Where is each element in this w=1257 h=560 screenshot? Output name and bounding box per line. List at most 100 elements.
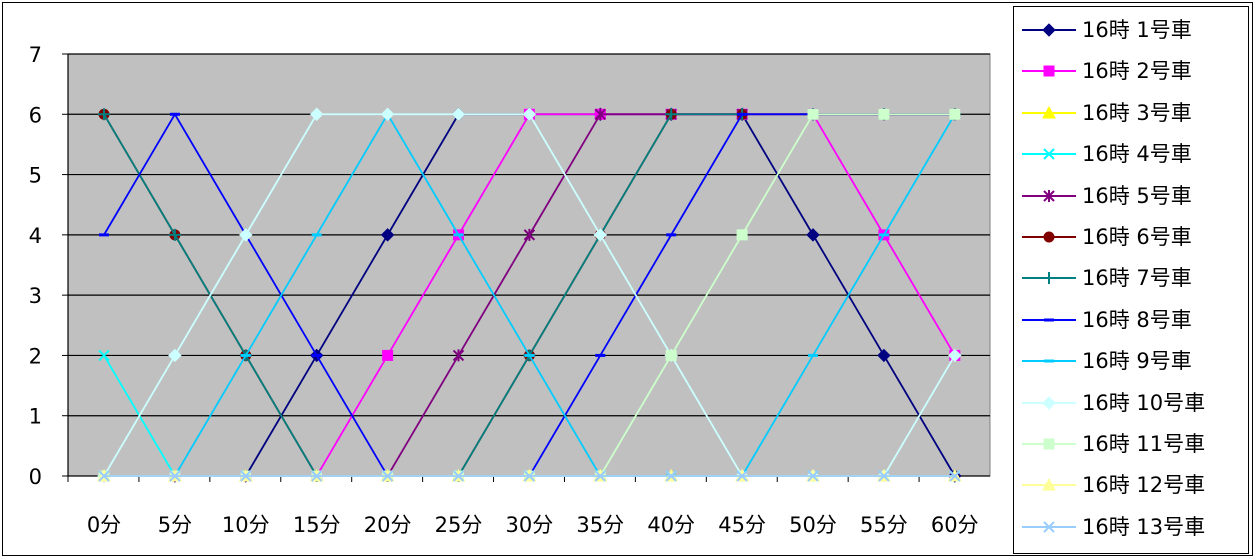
legend-item: 16時 4号車 (1014, 135, 1248, 173)
y-tick-label: 7 (29, 43, 42, 67)
data-point (949, 108, 961, 120)
x-tick-label: 15分 (293, 513, 341, 537)
data-point (806, 228, 820, 242)
legend: 16時 1号車 16時 2号車 16時 3号車 16時 4号車 16時 5号車 16時 6… (1013, 6, 1249, 554)
data-point (169, 470, 181, 482)
data-point (452, 470, 465, 482)
legend-label: 16時 5号車 (1082, 183, 1192, 208)
data-point (807, 470, 819, 482)
x-tick-label: 5分 (158, 513, 192, 537)
legend-item: 16時 8号車 (1014, 301, 1248, 339)
y-tick-label: 4 (29, 224, 42, 248)
x-tick-label: 10分 (222, 513, 270, 537)
x-tick-label: 55分 (860, 513, 908, 537)
legend-swatch (1022, 148, 1076, 160)
legend-swatch (1022, 231, 1076, 243)
legend-swatch (1022, 521, 1076, 533)
legend-item: 16時 11号車 (1014, 425, 1248, 463)
y-tick-label: 2 (29, 344, 42, 368)
x-tick-label: 45分 (718, 513, 766, 537)
legend-item: 16時 10号車 (1014, 384, 1248, 422)
data-point (309, 107, 324, 121)
data-point (665, 108, 678, 121)
legend-marker (1042, 395, 1056, 410)
data-point (878, 470, 890, 482)
legend-swatch (1022, 272, 1076, 285)
data-point (452, 349, 465, 362)
data-point (239, 228, 253, 242)
data-point (523, 470, 536, 482)
legend-marker (1042, 478, 1056, 491)
legend-label: 16時 3号車 (1082, 100, 1192, 125)
data-point (168, 348, 182, 363)
data-point (736, 470, 748, 482)
legend-swatch (1022, 359, 1076, 363)
line-chart: 0 1 2 3 4 5 6 7 0分 5分 10分 15分 20分 25分 30分 35分 40分 45分 50分 5… (29, 43, 991, 537)
legend-item: 16時 1号車 (1014, 11, 1248, 49)
y-tick-label: 6 (29, 103, 42, 127)
legend-label: 16時 13号車 (1082, 514, 1206, 539)
data-point (665, 349, 677, 361)
data-point (948, 348, 962, 363)
x-tick-label: 30分 (506, 513, 554, 537)
legend-marker (1042, 105, 1056, 119)
x-tick-label: 40分 (647, 513, 695, 537)
data-point (98, 108, 110, 121)
x-tick-label: 50分 (789, 513, 837, 537)
data-point (98, 349, 110, 362)
legend-swatch (1022, 438, 1076, 450)
legend-swatch (1022, 318, 1076, 322)
legend-swatch (1022, 23, 1076, 37)
legend-swatch (1022, 395, 1076, 410)
data-point (594, 108, 607, 121)
x-tick-label: 25分 (435, 513, 483, 537)
legend-item: 16時 5号車 (1014, 177, 1248, 215)
legend-marker (1042, 23, 1056, 37)
data-point (310, 470, 323, 482)
data-point (736, 229, 748, 241)
y-tick-label: 3 (29, 284, 42, 308)
legend-label: 16時 7号車 (1082, 266, 1192, 291)
legend-marker (1043, 189, 1055, 202)
data-point (522, 107, 537, 121)
data-point (949, 470, 961, 482)
legend-marker (1043, 231, 1055, 243)
legend-label: 16時 1号車 (1082, 18, 1192, 42)
data-point (98, 470, 110, 482)
legend-swatch (1022, 105, 1076, 119)
plot-area (67, 53, 991, 477)
y-tick-label: 0 (29, 465, 42, 489)
data-point (380, 107, 395, 121)
legend-marker (1043, 65, 1055, 77)
legend-marker (1043, 148, 1055, 160)
legend-label: 16時 4号車 (1082, 142, 1192, 167)
data-point (381, 470, 394, 482)
data-point (451, 107, 466, 121)
x-tick-label: 20分 (364, 513, 412, 537)
data-point (878, 108, 890, 120)
data-point (382, 349, 394, 361)
data-point (593, 228, 608, 242)
data-point (240, 470, 252, 482)
legend-label: 16時 11号車 (1082, 432, 1206, 456)
legend-swatch (1022, 478, 1076, 491)
legend-swatch (1022, 189, 1076, 202)
data-point (523, 228, 536, 241)
legend-item: 16時 9号車 (1014, 342, 1248, 380)
x-tick-label: 0分 (87, 513, 121, 537)
legend-label: 16時 9号車 (1082, 349, 1192, 374)
legend-item: 16時 12号車 (1014, 466, 1248, 504)
y-tick-label: 5 (29, 164, 42, 188)
series-13 (98, 470, 961, 482)
legend-marker (1043, 272, 1055, 285)
y-tick-label: 1 (29, 405, 42, 429)
legend-item: 16時 7号車 (1014, 259, 1248, 297)
legend-label: 16時 2号車 (1082, 59, 1192, 84)
data-point (380, 228, 395, 242)
legend-marker (1043, 438, 1055, 450)
data-point (168, 228, 181, 241)
legend-item: 16時 13号車 (1014, 508, 1248, 546)
legend-swatch (1022, 65, 1076, 77)
data-point (877, 348, 891, 363)
legend-item: 16時 6号車 (1014, 218, 1248, 256)
